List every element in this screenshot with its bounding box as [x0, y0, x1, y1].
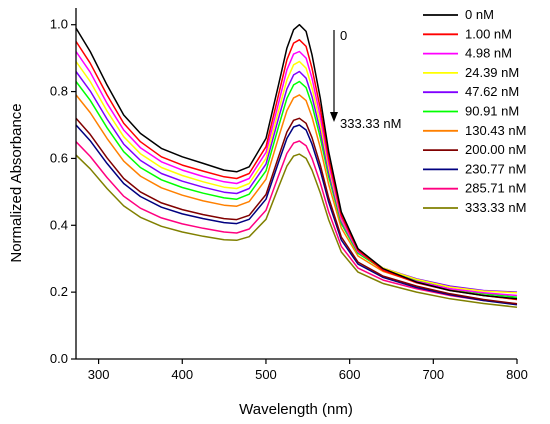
x-axis-label: Wavelength (nm)	[239, 401, 353, 418]
series-line-0	[75, 23, 518, 300]
y-tick-label: 0.6	[50, 150, 68, 165]
legend-label: 200.00 nM	[465, 142, 526, 157]
axes-group	[75, 8, 517, 360]
legend-label: 90.91 nM	[465, 104, 519, 119]
legend-label: 24.39 nM	[465, 65, 519, 80]
series-line-7	[75, 117, 518, 305]
x-tick-label: 700	[422, 367, 444, 382]
y-tick-label: 0.4	[50, 217, 68, 232]
y-tick-label: 0.8	[50, 84, 68, 99]
legend-label: 4.98 nM	[465, 46, 512, 61]
x-tick-label: 300	[88, 367, 110, 382]
legend-label: 47.62 nM	[465, 84, 519, 99]
x-tick-label: 400	[171, 367, 193, 382]
x-tick-label: 500	[255, 367, 277, 382]
series-line-10	[75, 153, 518, 308]
series-line-6	[75, 94, 518, 301]
series-line-4	[75, 70, 518, 293]
plot-series-group	[75, 23, 518, 308]
y-tick-label: 0.0	[50, 351, 68, 366]
y-axis-label: Normalized Absorbance	[8, 103, 25, 262]
annotation-arrow-head	[330, 112, 338, 122]
y-tick-label: 1.0	[50, 17, 68, 32]
series-line-1	[75, 39, 518, 301]
legend-label: 285.71 nM	[465, 181, 526, 196]
legend-label: 0 nM	[465, 7, 494, 22]
legend-label: 1.00 nM	[465, 26, 512, 41]
x-ticks-group: 300 400 500 600 700 800	[88, 359, 528, 382]
legend-label: 130.43 nM	[465, 123, 526, 138]
series-line-2	[75, 50, 518, 297]
legend: 0 nM 1.00 nM 4.98 nM 24.39 nM 47.62 nM 90.91 …	[423, 7, 526, 215]
annotation-end-label: 333.33 nM	[340, 116, 401, 131]
legend-label: 333.33 nM	[465, 200, 526, 215]
series-line-8	[75, 124, 518, 306]
legend-label: 230.77 nM	[465, 161, 526, 176]
x-tick-label: 800	[506, 367, 528, 382]
series-line-9	[75, 140, 518, 305]
x-tick-label: 600	[339, 367, 361, 382]
concentration-annotation: 0 333.33 nM	[330, 28, 401, 131]
annotation-start-label: 0	[340, 28, 347, 43]
y-tick-label: 0.2	[50, 284, 68, 299]
y-ticks-group: 0.0 0.2 0.4 0.6 0.8 1.0	[50, 17, 76, 366]
